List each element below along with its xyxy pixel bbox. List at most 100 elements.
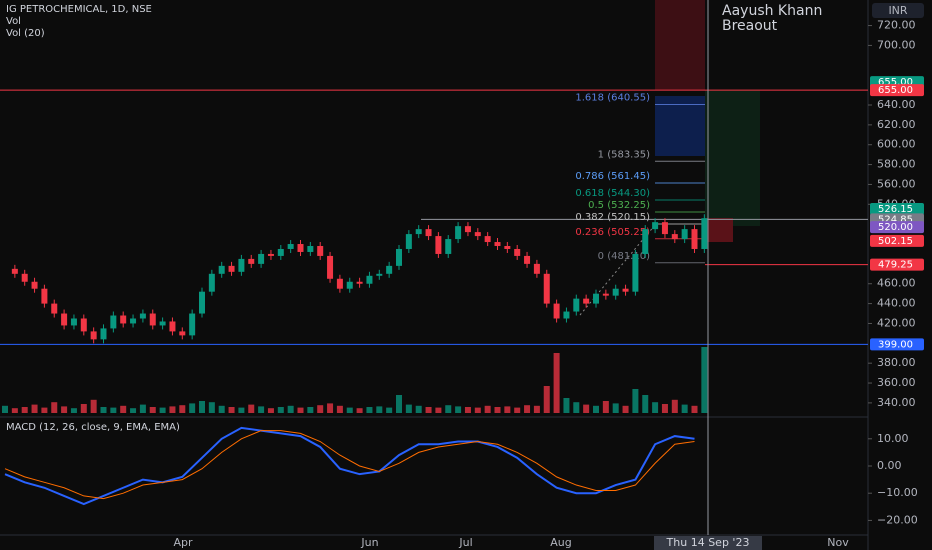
candle (100, 328, 107, 340)
candle (415, 229, 422, 235)
cursor-box (654, 536, 762, 550)
volume-bar (277, 407, 284, 413)
cursor-label: Thu 14 Sep '23 (666, 536, 750, 549)
candle (524, 255, 531, 264)
volume-bar (139, 404, 146, 413)
candle (691, 229, 698, 249)
currency-label[interactable]: INR (888, 4, 907, 17)
candle (267, 253, 274, 256)
volume-bar (484, 405, 491, 413)
x-tick-label: Jun (360, 536, 378, 549)
volume-bar (445, 405, 452, 413)
price-label-box (870, 258, 924, 271)
volume-bar (189, 403, 196, 413)
candle (376, 273, 383, 276)
candle (61, 313, 68, 326)
volume-bar (41, 407, 48, 413)
candle (445, 239, 452, 254)
volume-bar (169, 406, 176, 413)
fib-label: 0.786 (561.45) (575, 171, 650, 182)
volume-bar (524, 405, 531, 413)
volume-bar (149, 407, 156, 413)
author-note: Aayush Khann (722, 3, 822, 19)
candle (120, 315, 127, 324)
candle (435, 236, 442, 254)
volume-bar (593, 405, 599, 413)
macd-line (4, 426, 695, 506)
volume-bar (248, 404, 255, 413)
candle (228, 265, 235, 272)
candle (277, 248, 284, 256)
macd-line (4, 430, 695, 500)
volume-bar (336, 405, 343, 413)
y-tick-label: 600.00 (877, 138, 916, 151)
volume-bar (514, 407, 521, 413)
currency-badge[interactable] (872, 3, 924, 18)
volume-bar (70, 408, 77, 413)
fib-label: 1 (583.35) (598, 149, 650, 160)
stop-zone (655, 0, 705, 90)
volume-bar (504, 406, 511, 413)
volume-bar (573, 402, 580, 413)
volume-bar (267, 408, 274, 413)
volume-bar (61, 406, 68, 413)
candle (563, 311, 570, 319)
candle (238, 258, 245, 272)
candle (681, 229, 688, 240)
price-label: 502.15 (878, 236, 913, 247)
candle (405, 234, 412, 249)
volume-bar (494, 407, 501, 413)
volume-bar (307, 407, 314, 413)
candle (573, 298, 580, 312)
volume-bar (238, 407, 245, 413)
candle (701, 218, 708, 249)
fib-label: 0 (481.10) (598, 251, 650, 262)
volume-bar (297, 407, 304, 413)
candle (464, 226, 471, 233)
volume-bar (425, 407, 432, 413)
macd-label: MACD (12, 26, close, 9, EMA, EMA) (6, 422, 180, 433)
candle (90, 331, 97, 340)
volume-bar (553, 353, 560, 413)
candle (208, 273, 215, 292)
price-label-box (870, 338, 924, 351)
price-label-box (870, 84, 924, 97)
candle (622, 288, 629, 292)
volume-bar (179, 405, 186, 413)
candle (504, 246, 511, 249)
candle (484, 236, 491, 243)
volume-bar (701, 347, 708, 413)
x-tick-label: Apr (173, 536, 193, 549)
volume-bar (533, 405, 540, 413)
price-label-box (870, 203, 924, 216)
candle (317, 246, 324, 256)
candle (671, 234, 678, 240)
y-tick-label: 380.00 (877, 356, 916, 369)
price-label: 655.00 (878, 85, 913, 96)
volume-bar (632, 389, 639, 413)
volume-bar (90, 399, 97, 413)
volume-bar (691, 405, 698, 413)
volume-bar (405, 404, 412, 413)
candle (366, 275, 373, 284)
y-tick-label: 700.00 (877, 38, 916, 51)
x-tick-label: Nov (827, 536, 849, 549)
candle (652, 222, 659, 230)
position-zones (655, 0, 760, 242)
candle (179, 331, 186, 336)
indicator-label: Vol (20) (6, 28, 45, 39)
candle (327, 255, 334, 279)
idea-note: Breaout (722, 18, 778, 34)
volume-bar (612, 403, 619, 413)
x-tick-label: Jul (458, 536, 472, 549)
y-tick-label: 10.00 (877, 432, 909, 445)
volume-bar (258, 406, 265, 413)
volume-bar (396, 395, 402, 413)
candle (642, 229, 649, 254)
candle (139, 313, 146, 319)
candle (336, 278, 343, 289)
price-label: 655.00 (878, 77, 913, 88)
volume-bar (110, 407, 117, 413)
volume-bar (681, 404, 688, 413)
